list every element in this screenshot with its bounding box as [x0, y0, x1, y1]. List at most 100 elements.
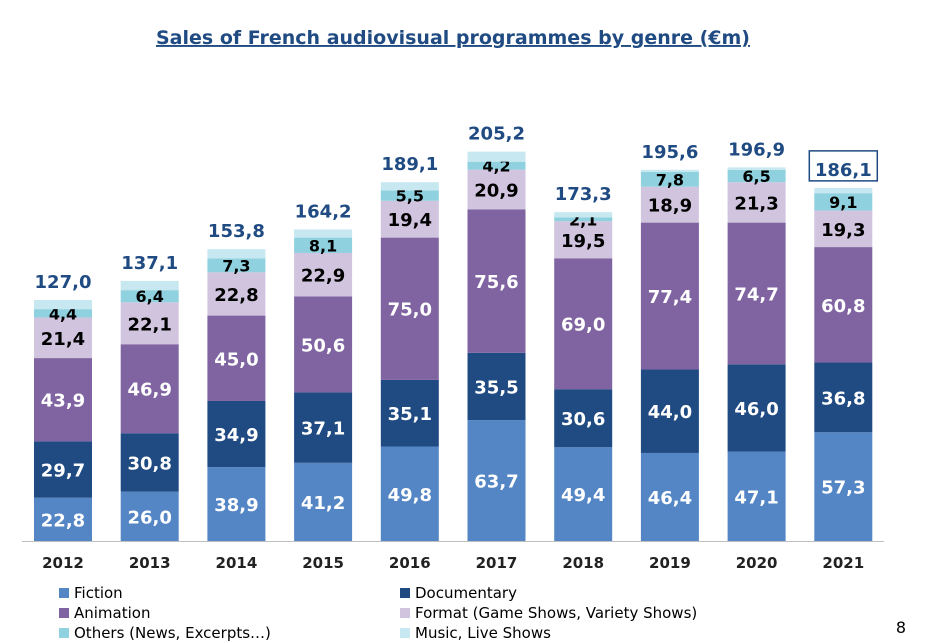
- data-label: 57,3: [821, 478, 865, 499]
- bar-segment-others-2016: [380, 190, 439, 201]
- bar-segment-animation-2014: [207, 315, 266, 401]
- legend-swatch: [400, 588, 410, 598]
- data-label: 47,1: [734, 487, 778, 508]
- bar-segment-music-2016: [380, 182, 439, 191]
- data-label: 29,7: [41, 461, 85, 482]
- bar-segment-format-2016: [380, 200, 439, 238]
- bar-segment-documentary-2014: [207, 400, 266, 468]
- total-label: 196,9: [728, 139, 785, 160]
- bar-segment-others-2014: [207, 258, 266, 273]
- bar-segment-format-2021: [814, 210, 873, 248]
- bar-segment-others-2018: [554, 217, 613, 222]
- bar-segment-format-2020: [727, 182, 786, 223]
- bar-segment-format-2018: [554, 221, 613, 259]
- data-label: 7,8: [656, 170, 684, 189]
- data-label: 60,8: [821, 296, 865, 317]
- bar-segment-animation-2019: [640, 222, 699, 370]
- bar-segment-documentary-2012: [34, 441, 92, 498]
- bar-segment-documentary-2016: [380, 379, 439, 447]
- data-label: 45,0: [214, 349, 258, 370]
- chart-title: Sales of French audiovisual programmes b…: [156, 27, 750, 49]
- data-label: 19,4: [388, 210, 432, 231]
- bar-segment-fiction-2015: [294, 462, 353, 541]
- bar-segment-format-2019: [640, 186, 699, 223]
- data-label: 46,0: [734, 399, 778, 420]
- bar-segment-documentary-2017: [467, 352, 526, 421]
- bar-segment-animation-2018: [554, 258, 613, 390]
- bar-segment-others-2017: [467, 161, 526, 170]
- bar-segment-music-2018: [554, 212, 613, 218]
- bar-segment-music-2017: [467, 151, 526, 162]
- bar-segment-format-2017: [467, 169, 526, 210]
- data-label: 7,3: [222, 256, 250, 275]
- bar-segment-fiction-2017: [467, 420, 526, 541]
- data-label: 41,2: [301, 493, 345, 514]
- data-label: 69,0: [561, 315, 605, 336]
- data-label: 46,9: [127, 380, 171, 401]
- data-label: 21,3: [734, 193, 778, 214]
- bar-segment-format-2013: [120, 302, 179, 345]
- total-label: 127,0: [35, 272, 92, 293]
- data-label: 44,0: [648, 402, 692, 423]
- bar-segment-music-2019: [640, 169, 699, 172]
- total-label: 186,1: [815, 160, 872, 181]
- bar-segment-fiction-2018: [554, 447, 613, 541]
- data-label: 77,4: [648, 287, 692, 308]
- total-highlight-box: [808, 150, 879, 182]
- data-label: 36,8: [821, 388, 865, 409]
- total-label: 153,8: [208, 221, 265, 242]
- bar-segment-documentary-2018: [554, 389, 613, 448]
- legend-label: Fiction: [74, 584, 123, 602]
- data-label: 49,8: [388, 485, 432, 506]
- bar-segment-music-2015: [294, 229, 353, 238]
- total-label: 164,2: [295, 201, 352, 222]
- legend-label: Documentary: [415, 584, 517, 602]
- data-label: 37,1: [301, 419, 345, 440]
- bar-segment-fiction-2019: [640, 452, 699, 541]
- bar-segment-others-2012: [34, 309, 92, 318]
- data-label: 49,4: [561, 485, 605, 506]
- data-label: 21,4: [41, 329, 85, 350]
- page-number: 8: [895, 618, 906, 637]
- data-label: 35,1: [388, 404, 432, 425]
- bar-segment-fiction-2012: [34, 497, 92, 541]
- bar-segment-others-2020: [727, 169, 786, 183]
- bar-segment-others-2019: [640, 171, 699, 187]
- legend-label: Others (News, Excerpts…): [74, 624, 271, 642]
- bar-segment-animation-2017: [467, 209, 526, 353]
- bar-segment-animation-2015: [294, 296, 353, 393]
- legend-swatch: [59, 628, 69, 638]
- x-tick-label: 2020: [736, 554, 778, 572]
- x-tick-label: 2015: [302, 554, 344, 572]
- bar-segment-animation-2016: [380, 237, 439, 380]
- bar-segment-animation-2012: [34, 358, 92, 442]
- legend-swatch: [400, 628, 410, 638]
- data-label: 18,9: [648, 196, 692, 217]
- bar-segment-fiction-2013: [120, 491, 179, 541]
- bar-segment-animation-2013: [120, 344, 179, 434]
- total-label: 205,2: [468, 124, 525, 145]
- bar-segment-music-2021: [814, 187, 873, 194]
- bar-segment-music-2013: [120, 280, 179, 291]
- x-tick-label: 2018: [562, 554, 604, 572]
- data-label: 38,9: [214, 495, 258, 516]
- data-label: 63,7: [474, 472, 518, 493]
- bar-segment-format-2015: [294, 252, 353, 297]
- data-label: 50,6: [301, 335, 345, 356]
- data-label: 34,9: [214, 425, 258, 446]
- bar-segment-documentary-2019: [640, 369, 699, 453]
- data-label: 26,0: [127, 507, 171, 528]
- bar-segment-others-2015: [294, 237, 353, 253]
- legend-swatch: [59, 588, 69, 598]
- x-tick-label: 2014: [216, 554, 258, 572]
- total-label: 137,1: [121, 253, 178, 274]
- data-label: 75,0: [388, 300, 432, 321]
- data-label: 6,5: [742, 167, 770, 186]
- bar-segment-others-2021: [814, 193, 873, 211]
- data-label: 35,5: [474, 377, 518, 398]
- data-label: 75,6: [474, 272, 518, 293]
- data-label: 19,3: [821, 220, 865, 241]
- data-label: 20,9: [474, 180, 518, 201]
